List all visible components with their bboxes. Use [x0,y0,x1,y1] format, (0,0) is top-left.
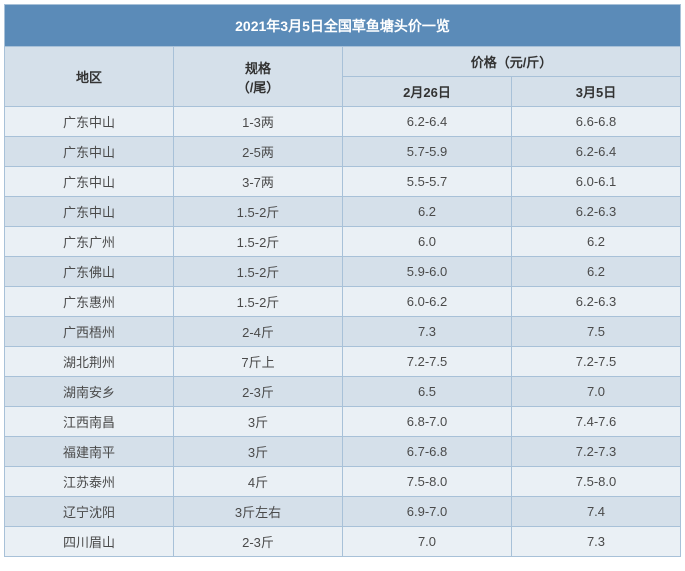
table-row: 湖南安乡2-3斤6.57.0 [5,377,681,407]
cell-price2: 7.3 [512,527,681,557]
cell-price2: 7.5-8.0 [512,467,681,497]
table-row: 江苏泰州4斤7.5-8.07.5-8.0 [5,467,681,497]
cell-price2: 7.0 [512,377,681,407]
cell-region: 湖北荆州 [5,347,174,377]
cell-price2: 7.2-7.5 [512,347,681,377]
cell-price1: 7.3 [343,317,512,347]
cell-price2: 6.2-6.4 [512,137,681,167]
table-row: 湖北荆州7斤上7.2-7.57.2-7.5 [5,347,681,377]
header-price: 价格（元/斤） [343,47,681,77]
header-region: 地区 [5,47,174,107]
cell-price1: 6.8-7.0 [343,407,512,437]
header-date2: 3月5日 [512,77,681,107]
cell-price1: 7.0 [343,527,512,557]
cell-price2: 6.6-6.8 [512,107,681,137]
table-row: 广东中山3-7两5.5-5.76.0-6.1 [5,167,681,197]
cell-price1: 5.5-5.7 [343,167,512,197]
table-row: 福建南平3斤6.7-6.87.2-7.3 [5,437,681,467]
table-row: 广东惠州1.5-2斤6.0-6.26.2-6.3 [5,287,681,317]
table-row: 广东中山1.5-2斤6.26.2-6.3 [5,197,681,227]
cell-spec: 3斤 [174,437,343,467]
header-spec-label: 规格 [182,58,334,77]
table-row: 辽宁沈阳3斤左右6.9-7.07.4 [5,497,681,527]
price-table-container: 2021年3月5日全国草鱼塘头价一览 地区 规格 （/尾） 价格（元/斤） 2月… [4,4,681,557]
cell-region: 辽宁沈阳 [5,497,174,527]
cell-spec: 1.5-2斤 [174,287,343,317]
cell-region: 江苏泰州 [5,467,174,497]
cell-price2: 6.2 [512,257,681,287]
cell-price2: 6.2 [512,227,681,257]
cell-price1: 6.0 [343,227,512,257]
table-row: 四川眉山2-3斤7.07.3 [5,527,681,557]
cell-price2: 7.4-7.6 [512,407,681,437]
table-row: 江西南昌3斤6.8-7.07.4-7.6 [5,407,681,437]
cell-region: 广东中山 [5,107,174,137]
cell-price1: 6.9-7.0 [343,497,512,527]
cell-spec: 1.5-2斤 [174,227,343,257]
cell-price1: 6.0-6.2 [343,287,512,317]
table-body: 广东中山1-3两6.2-6.46.6-6.8广东中山2-5两5.7-5.96.2… [5,107,681,557]
cell-price1: 7.5-8.0 [343,467,512,497]
cell-spec: 7斤上 [174,347,343,377]
cell-price1: 6.2 [343,197,512,227]
price-table: 2021年3月5日全国草鱼塘头价一览 地区 规格 （/尾） 价格（元/斤） 2月… [4,4,681,557]
cell-spec: 4斤 [174,467,343,497]
cell-spec: 2-5两 [174,137,343,167]
cell-price1: 6.7-6.8 [343,437,512,467]
cell-region: 广西梧州 [5,317,174,347]
cell-region: 广东中山 [5,167,174,197]
cell-price2: 6.2-6.3 [512,197,681,227]
cell-region: 湖南安乡 [5,377,174,407]
cell-spec: 1.5-2斤 [174,257,343,287]
cell-price1: 6.2-6.4 [343,107,512,137]
cell-price1: 6.5 [343,377,512,407]
cell-spec: 1-3两 [174,107,343,137]
cell-spec: 1.5-2斤 [174,197,343,227]
header-spec: 规格 （/尾） [174,47,343,107]
cell-region: 江西南昌 [5,407,174,437]
cell-region: 广东广州 [5,227,174,257]
cell-region: 福建南平 [5,437,174,467]
cell-price2: 7.4 [512,497,681,527]
table-row: 广东广州1.5-2斤6.06.2 [5,227,681,257]
table-row: 广东佛山1.5-2斤5.9-6.06.2 [5,257,681,287]
cell-price1: 5.7-5.9 [343,137,512,167]
cell-spec: 2-3斤 [174,527,343,557]
cell-price1: 5.9-6.0 [343,257,512,287]
cell-region: 广东佛山 [5,257,174,287]
cell-region: 广东惠州 [5,287,174,317]
header-date1: 2月26日 [343,77,512,107]
cell-price2: 7.2-7.3 [512,437,681,467]
table-row: 广东中山2-5两5.7-5.96.2-6.4 [5,137,681,167]
cell-spec: 2-3斤 [174,377,343,407]
table-title: 2021年3月5日全国草鱼塘头价一览 [5,5,681,47]
cell-price2: 6.2-6.3 [512,287,681,317]
cell-spec: 3斤 [174,407,343,437]
table-row: 广东中山1-3两6.2-6.46.6-6.8 [5,107,681,137]
header-spec-unit: （/尾） [182,77,334,96]
cell-price2: 7.5 [512,317,681,347]
cell-spec: 3-7两 [174,167,343,197]
cell-price2: 6.0-6.1 [512,167,681,197]
cell-region: 广东中山 [5,197,174,227]
cell-price1: 7.2-7.5 [343,347,512,377]
cell-region: 四川眉山 [5,527,174,557]
cell-region: 广东中山 [5,137,174,167]
cell-spec: 3斤左右 [174,497,343,527]
cell-spec: 2-4斤 [174,317,343,347]
table-row: 广西梧州2-4斤7.37.5 [5,317,681,347]
